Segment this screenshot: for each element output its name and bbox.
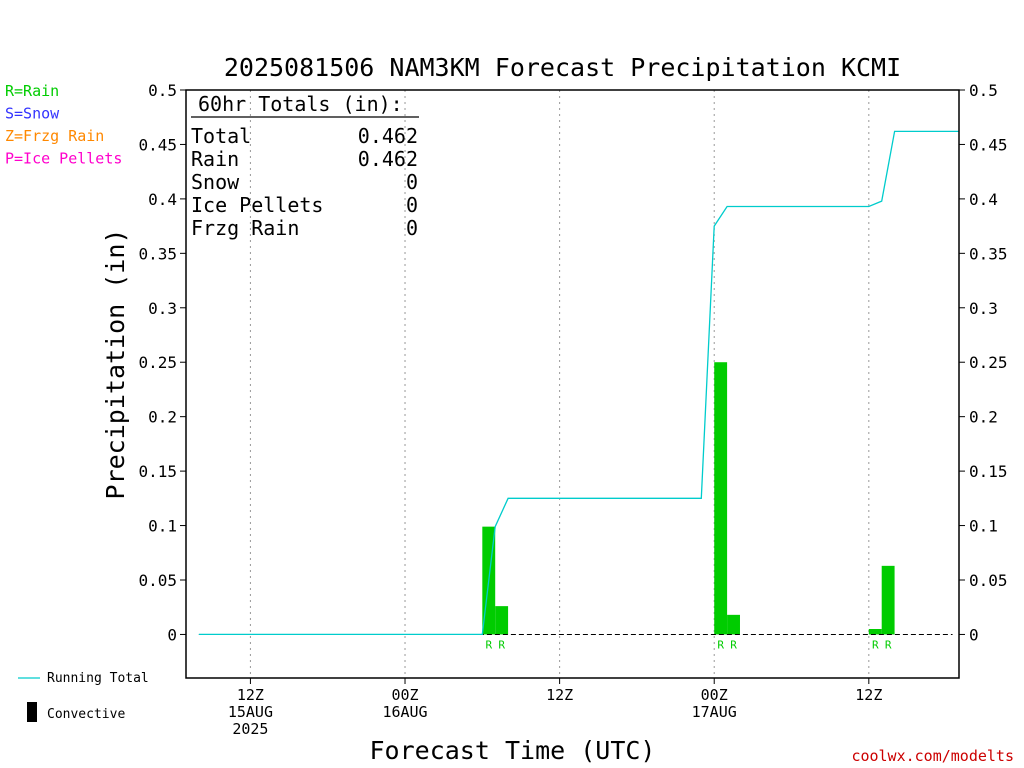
y-tick-label-right: 0.45 <box>969 135 1008 154</box>
x-tick-label: 12Z <box>546 686 573 704</box>
x-tick-label: 15AUG <box>228 703 273 721</box>
y-tick-label-left: 0.25 <box>138 353 177 372</box>
y-tick-label-left: 0.4 <box>148 190 177 209</box>
convective-legend-swatch <box>27 702 37 722</box>
y-tick-label-left: 0.05 <box>138 571 177 590</box>
x-tick-label: 12Z <box>237 686 264 704</box>
convective-legend-label: Convective <box>47 707 125 722</box>
x-tick-label: 2025 <box>232 720 268 738</box>
y-tick-label-left: 0.5 <box>148 81 177 100</box>
precip-type-label: R <box>485 638 492 651</box>
precip-bar <box>868 629 882 635</box>
running-total-line <box>198 130 959 636</box>
credit-text: coolwx.com/modelts <box>851 747 1014 765</box>
x-tick-label: 12Z <box>855 686 882 704</box>
precip-bar <box>727 614 740 635</box>
y-tick-label-right: 0.4 <box>969 190 998 209</box>
x-tick-label: 17AUG <box>692 703 737 721</box>
y-tick-label-right: 0.2 <box>969 408 998 427</box>
totals-row-value: 0 <box>406 193 418 217</box>
totals-row-value: 0 <box>406 170 418 194</box>
y-tick-label-left: 0.2 <box>148 408 177 427</box>
plot-frame <box>185 89 960 679</box>
y-tick-label-left: 0.45 <box>138 135 177 154</box>
precip-type-label: R <box>717 638 724 651</box>
y-axis-label: Precipitation (in) <box>101 229 130 500</box>
y-tick-label-right: 0.3 <box>969 299 998 318</box>
legend-item: P=Ice Pellets <box>5 150 122 168</box>
totals-row-label: Snow <box>191 170 240 194</box>
x-tick-label: 16AUG <box>382 703 427 721</box>
y-tick-label-right: 0.35 <box>969 244 1008 263</box>
precip-bar <box>714 362 728 635</box>
precip-bar <box>881 565 895 635</box>
y-tick-label-right: 0.25 <box>969 353 1008 372</box>
totals-row-label: Ice Pellets <box>191 193 323 217</box>
x-tick-label: 00Z <box>701 686 728 704</box>
y-tick-label-right: 0.1 <box>969 517 998 536</box>
totals-row-label: Frzg Rain <box>191 216 299 240</box>
y-tick-label-right: 0.05 <box>969 571 1008 590</box>
precip-type-label: R <box>872 638 879 651</box>
y-tick-label-left: 0 <box>167 625 177 644</box>
running-total-legend-label: Running Total <box>47 671 149 686</box>
y-tick-label-right: 0.5 <box>969 81 998 100</box>
precip-bar <box>495 606 509 635</box>
legend-item: R=Rain <box>5 82 59 100</box>
totals-row-label: Total <box>191 124 251 148</box>
y-tick-label-left: 0.35 <box>138 244 177 263</box>
totals-header: 60hr Totals (in): <box>198 92 403 116</box>
precip-type-label: R <box>885 638 892 651</box>
y-tick-label-left: 0.3 <box>148 299 177 318</box>
y-tick-label-left: 0.15 <box>138 462 177 481</box>
y-tick-label-left: 0.1 <box>148 517 177 536</box>
precip-type-label: R <box>730 638 737 651</box>
legend-item: S=Snow <box>5 105 60 123</box>
x-axis-label: Forecast Time (UTC) <box>370 736 656 765</box>
y-tick-label-right: 0 <box>969 625 979 644</box>
totals-row-value: 0.462 <box>358 147 418 171</box>
totals-row-label: Rain <box>191 147 239 171</box>
precip-type-label: R <box>498 638 505 651</box>
y-tick-label-right: 0.15 <box>969 462 1008 481</box>
legend-item: Z=Frzg Rain <box>5 127 104 145</box>
totals-row-value: 0 <box>406 216 418 240</box>
totals-row-value: 0.462 <box>358 124 418 148</box>
chart-title: 2025081506 NAM3KM Forecast Precipitation… <box>224 53 901 82</box>
x-tick-label: 00Z <box>391 686 418 704</box>
